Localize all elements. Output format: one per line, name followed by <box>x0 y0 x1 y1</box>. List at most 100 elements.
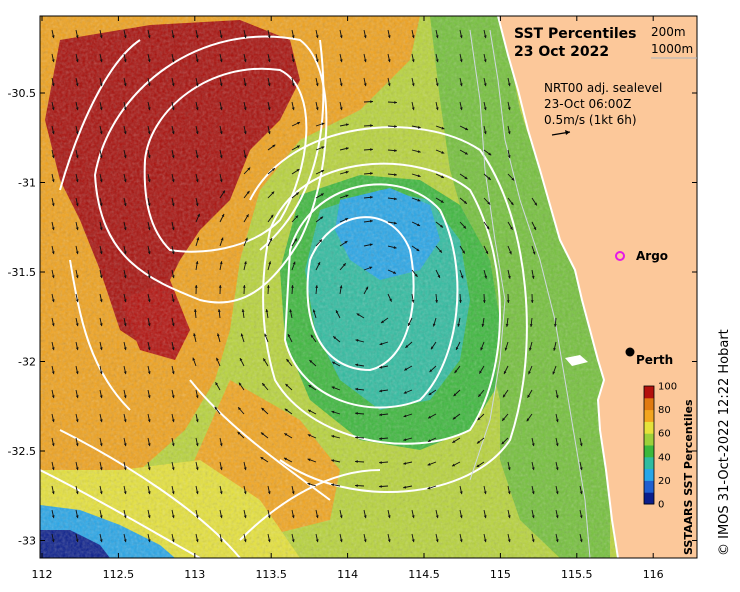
current-arrow-head <box>441 151 445 154</box>
current-arrow-head <box>411 83 415 87</box>
current-arrow-head <box>51 179 55 183</box>
current-arrow-head <box>99 467 103 471</box>
current-arrow-head <box>243 107 247 111</box>
current-arrow-head <box>291 285 294 288</box>
current-arrow-head <box>355 387 358 391</box>
current-arrow-head <box>453 393 457 397</box>
current-arrow-head <box>404 367 408 371</box>
current-arrow-head <box>481 323 485 327</box>
current-arrow-head <box>344 241 348 244</box>
current-arrow-head <box>147 179 151 183</box>
current-arrow-head <box>265 309 269 313</box>
current-arrow-head <box>529 324 533 327</box>
current-arrow-head <box>267 83 271 87</box>
argo-label: Argo <box>636 249 668 263</box>
current-arrow-head <box>363 35 367 39</box>
current-arrow-head <box>394 149 397 152</box>
current-arrow-head <box>483 491 487 495</box>
current-arrow-head <box>267 491 271 495</box>
current-arrow-head <box>355 411 358 415</box>
current-arrow-head <box>429 369 433 373</box>
sealevel-contours <box>40 35 528 558</box>
current-arrow-head <box>454 370 458 374</box>
current-arrow-head <box>483 35 487 39</box>
current-arrow-head <box>195 443 199 447</box>
current-arrow-head <box>452 440 456 443</box>
current-arrow-head <box>171 203 175 207</box>
current-arrow-head <box>75 467 79 471</box>
x-axis: 112 112.5 113 113.5 114 114.5 115 115.5 116 <box>32 16 664 581</box>
current-arrow-head <box>416 248 420 252</box>
current-arrow-head <box>292 261 296 265</box>
current-arrow-head <box>435 59 439 63</box>
colorbar-tick-label: 60 <box>658 429 671 440</box>
map-title: SST Percentiles <box>514 26 637 42</box>
current-arrow-head <box>99 35 103 39</box>
current-arrow-head <box>75 395 79 399</box>
current-arrow-head <box>75 83 79 87</box>
current-arrow-head <box>331 386 335 390</box>
current-arrow-head <box>195 261 199 265</box>
current-arrows <box>51 29 583 543</box>
current-arrow-head <box>51 203 55 207</box>
current-arrow-head <box>387 35 391 39</box>
current-arrow-head <box>261 407 265 411</box>
current-arrow-head <box>99 419 103 423</box>
current-arrow-head <box>51 299 55 303</box>
current-arrow-head <box>245 237 248 241</box>
current-arrow-head <box>427 439 431 442</box>
plot-frame <box>39 15 698 559</box>
current-arrow-head <box>345 170 349 174</box>
current-arrow-head <box>432 323 436 327</box>
current-arrow-head <box>197 213 200 217</box>
current-arrow-head <box>193 333 196 337</box>
current-arrow-head <box>147 539 151 543</box>
current-arrow-head <box>99 491 103 495</box>
current-arrow-head <box>379 461 382 464</box>
current-arrow-head <box>403 391 407 394</box>
current-arrow-head <box>297 121 301 125</box>
current-arrow-head <box>307 458 311 462</box>
current-arrow-head <box>455 346 459 350</box>
current-arrow-head <box>441 175 445 179</box>
current-arrow-head <box>291 515 295 519</box>
current-arrow-head <box>533 227 537 231</box>
current-arrow-head <box>339 35 343 39</box>
current-arrow-head <box>266 285 270 288</box>
current-arrow-head <box>195 203 199 207</box>
current-arrow-head <box>579 443 583 447</box>
current-arrow-head <box>272 144 276 148</box>
current-arrow-head <box>510 202 514 206</box>
current-arrow-head <box>555 467 559 471</box>
currents-source: NRT00 adj. sealevel <box>544 81 662 95</box>
current-arrow-head <box>291 83 295 87</box>
current-arrow-head <box>284 433 288 436</box>
current-arrow-head <box>427 486 431 490</box>
current-arrow-head <box>331 435 335 438</box>
current-arrow-head <box>370 172 373 175</box>
current-arrow-head <box>171 395 175 399</box>
current-arrow-head <box>321 146 325 150</box>
current-arrow-head <box>345 147 349 150</box>
current-arrow-head <box>411 515 415 519</box>
current-arrow-head <box>483 515 487 519</box>
current-arrow-head <box>171 35 175 39</box>
current-arrow-head <box>507 131 511 135</box>
current-arrow-head <box>315 35 319 39</box>
current-arrow-head <box>51 347 55 351</box>
current-arrow-head <box>243 131 247 135</box>
current-arrow-head <box>356 313 360 317</box>
current-arrow-head <box>221 214 225 218</box>
current-arrow-head <box>195 515 199 519</box>
current-arrow-head <box>123 107 127 111</box>
argo-float-icon <box>615 251 625 261</box>
current-arrow-head <box>147 203 151 207</box>
current-arrow-head <box>321 170 325 173</box>
current-arrow-head <box>75 299 79 303</box>
current-arrow-head <box>123 203 127 207</box>
current-arrow-head <box>123 539 127 543</box>
current-arrow-head <box>51 83 55 87</box>
current-arrow-head <box>355 460 358 464</box>
current-arrow-head <box>331 410 335 414</box>
current-arrow-head <box>428 415 432 419</box>
